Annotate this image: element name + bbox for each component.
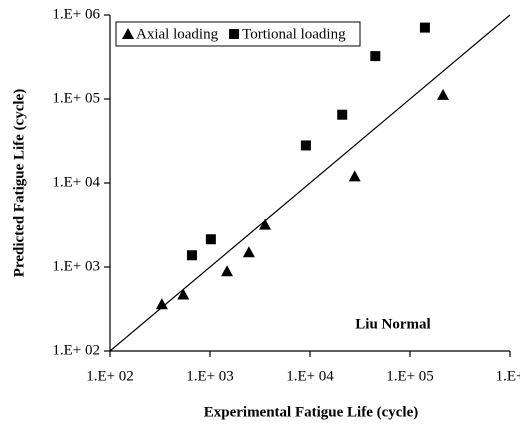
square-marker xyxy=(300,140,311,151)
x-tick-label: 1.E+ 02 xyxy=(86,368,134,384)
triangle-marker xyxy=(221,265,234,277)
square-marker xyxy=(229,29,240,39)
y-tick-label: 1.E+ 04 xyxy=(52,174,100,190)
triangle-marker xyxy=(242,246,255,258)
square-marker xyxy=(337,109,348,120)
triangle-marker xyxy=(437,88,450,100)
x-tick-label: 1.E+ 03 xyxy=(186,368,234,384)
triangle-marker xyxy=(122,28,134,39)
x-tick-label: 1.E+ 05 xyxy=(386,368,434,384)
y-tick-label: 1.E+ 05 xyxy=(52,90,100,106)
square-marker xyxy=(370,51,381,62)
square-marker xyxy=(186,250,197,261)
triangle-marker xyxy=(177,288,190,300)
y-tick-label: 1.E+ 02 xyxy=(52,342,100,358)
square-marker xyxy=(205,234,216,245)
triangle-marker xyxy=(348,170,361,182)
annotation: Liu Normal xyxy=(355,316,430,332)
y-axis-label: Predicted Fatigue Life (cycle) xyxy=(11,89,27,277)
legend-label: Axial loading xyxy=(136,26,219,42)
y-tick-label: 1.E+ 03 xyxy=(52,258,100,274)
x-tick-label: 1.E+ 04 xyxy=(286,368,334,384)
x-tick-label: 1.E+ xyxy=(496,368,520,384)
triangle-marker xyxy=(155,298,168,310)
triangle-marker xyxy=(259,218,272,230)
reference-line xyxy=(109,14,511,352)
y-tick-label: 1.E+ 06 xyxy=(52,6,100,22)
x-axis-label: Experimental Fatigue Life (cycle) xyxy=(204,404,419,420)
legend-label: Tortional loading xyxy=(242,26,346,42)
square-marker xyxy=(419,22,430,33)
